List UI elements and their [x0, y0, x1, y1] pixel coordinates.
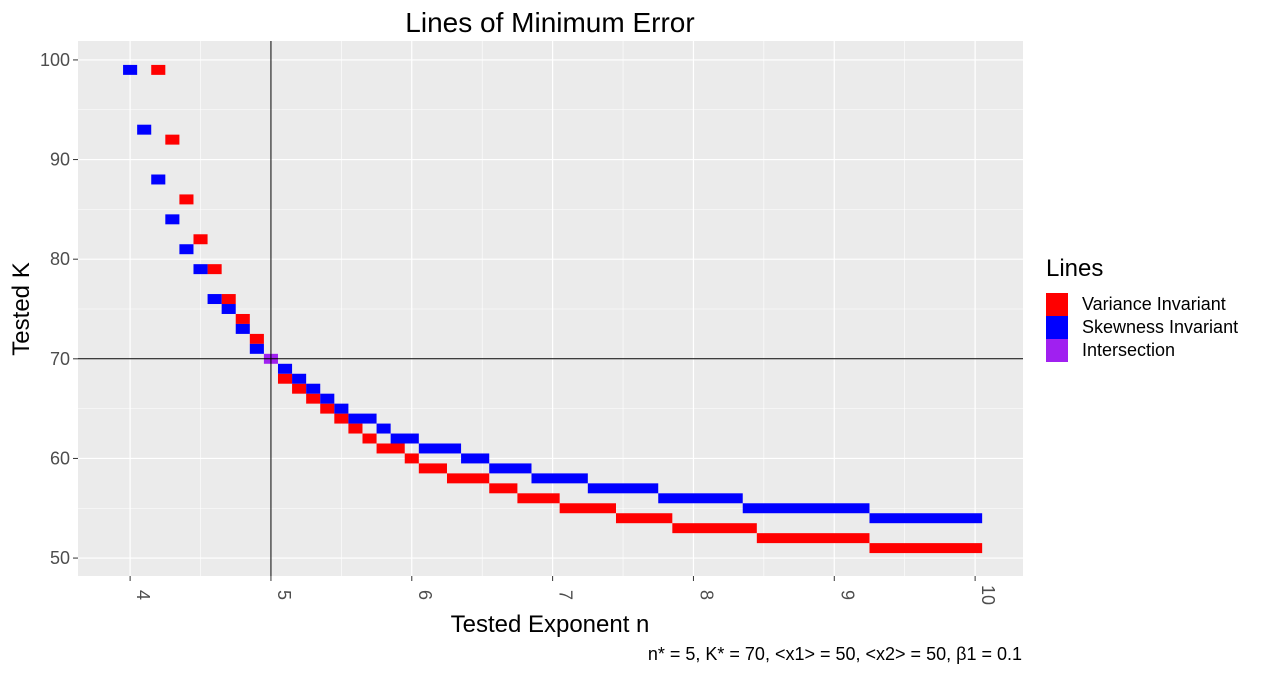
cell-skewness-invariant — [320, 393, 335, 404]
cell-skewness-invariant — [461, 453, 490, 464]
cell-skewness-invariant — [742, 503, 870, 514]
cell-skewness-invariant — [193, 264, 208, 275]
cell-skewness-invariant — [334, 403, 349, 414]
cell-variance-invariant — [446, 473, 490, 484]
cell-skewness-invariant — [376, 423, 391, 434]
legend-label-skewness: Skewness Invariant — [1082, 317, 1239, 337]
axes: 4 5 6 7 8 9 10 50 60 70 80 90 100 — [40, 50, 998, 605]
y-axis-label: Tested K — [8, 262, 35, 355]
cell-skewness-invariant — [489, 463, 532, 474]
cell-skewness-invariant — [531, 473, 588, 484]
cell-skewness-invariant — [221, 304, 236, 314]
y-tick-label: 100 — [40, 50, 70, 70]
x-tick-label: 4 — [133, 590, 153, 600]
cell-variance-invariant — [756, 533, 870, 544]
y-tick-label: 80 — [50, 249, 70, 269]
cell-variance-invariant — [277, 373, 293, 384]
cell-skewness-invariant — [151, 174, 166, 185]
cell-variance-invariant — [235, 313, 250, 324]
cell-variance-invariant — [559, 503, 616, 514]
legend-swatch-intersection — [1046, 339, 1068, 362]
cell-skewness-invariant — [869, 513, 983, 524]
legend-item-variance: Variance Invariant — [1046, 293, 1238, 316]
legend-title: Lines — [1046, 255, 1104, 282]
legend-swatch-skewness — [1046, 316, 1068, 339]
cell-skewness-invariant — [207, 294, 222, 305]
cell-skewness-invariant — [658, 493, 743, 504]
y-tick-label: 50 — [50, 548, 70, 568]
cell-variance-invariant — [418, 463, 447, 474]
cell-variance-invariant — [306, 393, 321, 404]
cell-variance-invariant — [489, 483, 518, 494]
y-tick-label: 70 — [50, 349, 70, 369]
legend: Lines Variance Invariant Skewness Invari… — [1046, 255, 1238, 362]
cell-variance-invariant — [376, 443, 405, 454]
cell-variance-invariant — [165, 134, 180, 145]
cell-skewness-invariant — [123, 64, 138, 75]
reference-lines — [78, 41, 1023, 576]
cell-variance-invariant — [362, 433, 377, 444]
chart-caption: n* = 5, K* = 70, <x1> = 50, <x2> = 50, β… — [647, 644, 1022, 664]
y-tick-label: 90 — [50, 150, 70, 170]
x-tick-label: 5 — [274, 590, 294, 600]
cell-variance-invariant — [869, 543, 983, 554]
cell-variance-invariant — [221, 294, 236, 305]
x-tick-label: 7 — [556, 590, 576, 600]
cell-skewness-invariant — [277, 363, 293, 374]
x-tick-label: 6 — [415, 590, 435, 600]
cell-skewness-invariant — [249, 343, 264, 354]
x-axis-label: Tested Exponent n — [451, 611, 650, 638]
cell-skewness-invariant — [235, 323, 250, 334]
cell-variance-invariant — [334, 413, 349, 424]
legend-swatch-variance — [1046, 293, 1068, 316]
cell-skewness-invariant — [348, 413, 377, 424]
data-cells — [123, 64, 983, 554]
cell-variance-invariant — [348, 423, 363, 434]
legend-label-intersection: Intersection — [1082, 340, 1176, 360]
cell-variance-invariant — [672, 523, 757, 534]
cell-skewness-invariant — [165, 214, 180, 225]
legend-item-skewness: Skewness Invariant — [1046, 316, 1238, 339]
cell-variance-invariant — [292, 383, 307, 394]
chart-title: Lines of Minimum Error — [405, 7, 694, 38]
cell-variance-invariant — [404, 453, 419, 464]
cell-skewness-invariant — [390, 433, 419, 444]
cell-variance-invariant — [207, 264, 222, 275]
cell-variance-invariant — [249, 333, 264, 344]
x-tick-label: 9 — [837, 590, 857, 600]
cell-variance-invariant — [517, 493, 560, 504]
legend-label-variance: Variance Invariant — [1082, 294, 1226, 314]
legend-item-intersection: Intersection — [1046, 339, 1238, 362]
cell-variance-invariant — [193, 234, 208, 245]
x-tick-label: 8 — [696, 590, 716, 600]
cell-variance-invariant — [151, 64, 166, 75]
x-tick-label: 10 — [978, 585, 998, 605]
cell-skewness-invariant — [292, 373, 307, 384]
cell-skewness-invariant — [179, 244, 194, 255]
cell-skewness-invariant — [418, 443, 462, 454]
cell-variance-invariant — [179, 194, 194, 205]
cell-skewness-invariant — [587, 483, 659, 494]
cell-skewness-invariant — [137, 124, 152, 135]
cell-variance-invariant — [615, 513, 673, 524]
y-tick-label: 60 — [50, 448, 70, 468]
cell-variance-invariant — [320, 403, 335, 414]
cell-skewness-invariant — [306, 383, 321, 394]
